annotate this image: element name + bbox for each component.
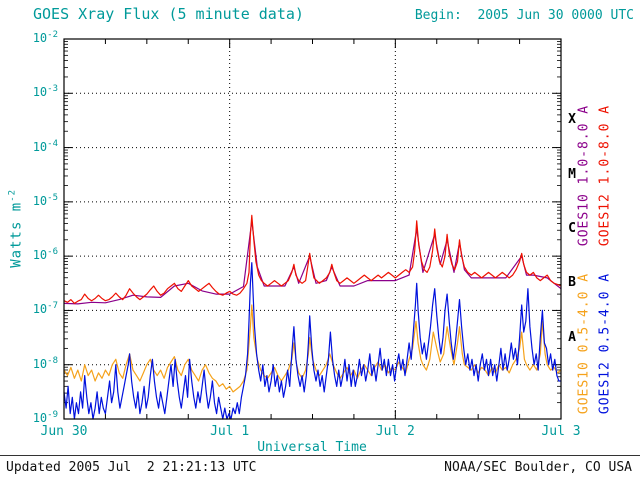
y-tick-label: 10-8 <box>32 355 58 371</box>
series-goes10-1-0-8-0-a <box>63 220 562 305</box>
series-goes10-0-5-4-0-a <box>63 304 562 393</box>
series-label-goes12-1-0-8-0-a: GOES12 1.0-8.0 A <box>597 104 613 247</box>
begin-timestamp: Begin: 2005 Jun 30 0000 UTC <box>414 8 634 23</box>
y-tick-label: 10-7 <box>32 301 58 317</box>
updated-timestamp: Updated 2005 Jul 2 21:21:13 UTC <box>6 460 257 475</box>
y-axis-title: Watts m-2 <box>7 188 25 268</box>
x-tick-label: Jun 30 <box>40 424 88 439</box>
y-tick-label: 10-6 <box>32 247 58 263</box>
plot-frame <box>63 38 562 420</box>
series-goes12-1-0-8-0-a <box>63 214 562 304</box>
y-tick-label: 10-4 <box>32 138 58 154</box>
series-label-goes10-0-5-4-0-a: GOES10 0.5-4.0 A <box>576 272 592 415</box>
credit-text: NOAA/SEC Boulder, CO USA <box>444 460 632 475</box>
x-tick-label: Jul 1 <box>210 424 250 439</box>
y-tick-label: 10-9 <box>32 410 58 425</box>
flare-class-label: B <box>568 275 576 291</box>
x-axis-title: Universal Time <box>257 440 367 455</box>
y-tick-label: 10-3 <box>32 84 58 100</box>
flare-class-label: X <box>568 112 576 128</box>
chart-title: GOES Xray Flux (5 minute data) <box>33 5 304 23</box>
y-tick-label: 10-2 <box>32 30 58 45</box>
series-goes12-0-5-4-0-a <box>63 262 561 420</box>
x-tick-label: Jul 2 <box>375 424 415 439</box>
footer-divider <box>0 455 640 456</box>
flare-class-label: C <box>568 221 576 236</box>
y-tick-label: 10-5 <box>32 192 58 208</box>
flare-class-label: A <box>568 329 576 345</box>
x-tick-label: Jul 3 <box>541 424 581 439</box>
flare-class-label: M <box>568 166 576 182</box>
